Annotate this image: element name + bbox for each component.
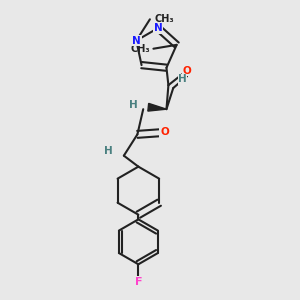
Text: O: O (182, 66, 191, 76)
Text: H: H (129, 100, 138, 110)
Text: F: F (135, 277, 142, 287)
Text: CH₃: CH₃ (131, 44, 150, 54)
Text: CH₃: CH₃ (154, 14, 174, 24)
Text: H: H (104, 146, 113, 156)
Text: N: N (154, 23, 162, 33)
Text: H: H (178, 74, 187, 84)
Text: N: N (132, 36, 141, 46)
Text: O: O (160, 128, 169, 137)
Polygon shape (148, 103, 167, 111)
